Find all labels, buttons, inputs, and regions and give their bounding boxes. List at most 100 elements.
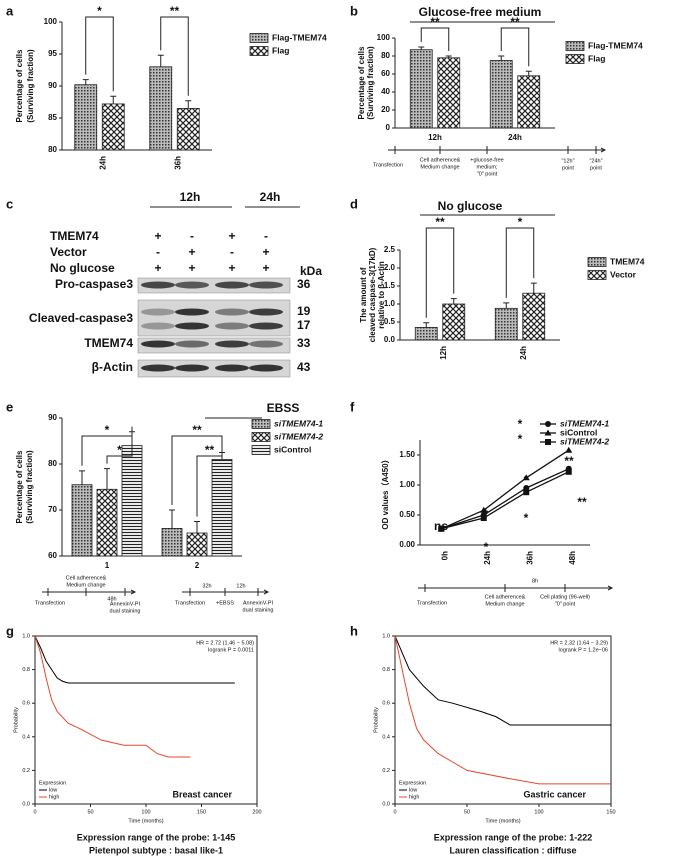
condition-sign: + [262, 261, 269, 275]
logrank-p: logrank P = 1.2e−06 [559, 647, 608, 653]
cancer-type: Breast cancer [172, 789, 232, 799]
survival-curve [394, 635, 611, 785]
significance-label: * [484, 507, 489, 521]
x-tick-label: 48h [568, 551, 577, 565]
timeline-label: 12h [236, 583, 245, 589]
legend-marker [544, 429, 552, 436]
blot-band [249, 340, 283, 348]
bar [494, 307, 518, 341]
y-axis-label: relative to β-Actin [377, 261, 386, 329]
legend-swatch [565, 41, 585, 51]
timeline-label: Medium change [485, 601, 524, 607]
panel-label: e [6, 399, 13, 414]
blot-band [141, 322, 175, 330]
blot-band [215, 308, 249, 316]
condition-label: Vector [50, 245, 87, 259]
x-tick-label: 150 [197, 809, 206, 815]
band-label: Pro-caspase3 [55, 277, 133, 291]
significance-bracket [500, 27, 530, 67]
legend-label: Flag-TMEM74 [272, 32, 327, 42]
condition-sign: + [228, 229, 235, 243]
blot-strip [137, 277, 291, 294]
y-tick-label: 0.4 [22, 734, 30, 740]
point [523, 489, 530, 496]
x-axis-label: Time (months) [128, 818, 163, 824]
timeline-label: "0" point [477, 171, 498, 177]
blot-strip [137, 299, 291, 337]
legend-label: siTMEM74-2 [274, 431, 323, 441]
legend-label: siControl [560, 427, 597, 437]
legend-swatch [587, 257, 607, 267]
y-tick-label: 100 [377, 33, 391, 42]
significance-bracket [425, 227, 455, 318]
y-axis-label: Percentage of cells [15, 450, 24, 523]
y-tick-label: 95 [48, 49, 57, 58]
blot-band [175, 281, 209, 289]
panel-label: g [6, 623, 14, 638]
significance-label: ** [577, 495, 587, 509]
caption: Pietenpol subtype : basal like-1 [89, 845, 223, 855]
bar [176, 108, 200, 151]
kda-value: 33 [297, 336, 311, 350]
blot-strip [137, 359, 291, 378]
y-tick-label: 0.0 [22, 801, 30, 807]
plot-frame [394, 635, 612, 805]
y-axis-label: (Surviving fraction) [366, 46, 375, 120]
panel-label: h [350, 623, 358, 638]
significance-bracket [420, 27, 450, 51]
significance-label: ** [564, 454, 574, 468]
y-tick-label: 0.50 [399, 510, 415, 519]
legend-title: Expression [39, 780, 66, 786]
bar [186, 532, 208, 557]
y-tick-label: 1.0 [22, 633, 30, 639]
y-tick-label: 80 [48, 459, 57, 468]
legend-label: siTMEM74-2 [560, 436, 609, 446]
timeline-label: point [590, 165, 602, 171]
y-axis-label: cleaved caspase-3(17kD) [368, 247, 377, 342]
x-tick-label: 36h [174, 156, 183, 170]
y-axis-label: (Surviving fraction) [25, 450, 34, 524]
blot-band [175, 308, 209, 316]
x-tick-label: 12h [428, 133, 442, 142]
timeline-label: 32h [202, 583, 211, 589]
blot-band [249, 308, 283, 316]
y-tick-label: 60 [48, 551, 57, 560]
blot-header: 12h [180, 190, 201, 204]
condition-sign: + [228, 261, 235, 275]
y-tick-label: 80 [48, 145, 57, 154]
y-tick-label: 70 [48, 505, 57, 514]
condition-sign: + [154, 229, 161, 243]
y-tick-label: 2.5 [384, 245, 396, 254]
bar [517, 75, 541, 129]
error-bar [503, 302, 510, 309]
condition-label: No glucose [50, 261, 115, 275]
blot-band [175, 340, 209, 348]
legend-label: siControl [274, 444, 311, 454]
band-label: Cleaved-caspase3 [29, 311, 133, 325]
point [565, 446, 573, 453]
y-tick-label: 60 [381, 69, 390, 78]
y-tick-label: 0.8 [382, 667, 390, 673]
y-tick-label: 0.6 [22, 701, 30, 707]
error-bar [530, 282, 537, 294]
timeline-label: medium; [476, 164, 498, 170]
significance-label: * [518, 215, 523, 229]
y-axis-label: The amount of [359, 267, 368, 322]
x-tick-label: 0h [440, 551, 449, 560]
y-tick-label: 20 [381, 105, 390, 114]
error-bar [82, 79, 89, 85]
cancer-type: Gastric cancer [523, 789, 586, 799]
bar [437, 57, 461, 129]
chart-title: Glucose-free medium [419, 5, 542, 19]
significance-bracket [171, 435, 223, 505]
bar [522, 292, 546, 341]
error-bar [498, 55, 505, 61]
bar [71, 484, 93, 557]
legend-swatch [251, 419, 271, 429]
y-axis-label: (Surviving fraction) [26, 49, 35, 123]
legend-marker [545, 439, 551, 445]
condition-sign: + [154, 261, 161, 275]
y-tick-label: 0.8 [22, 667, 30, 673]
condition-label: TMEM74 [50, 229, 99, 243]
timeline-label: 8h [532, 578, 538, 584]
